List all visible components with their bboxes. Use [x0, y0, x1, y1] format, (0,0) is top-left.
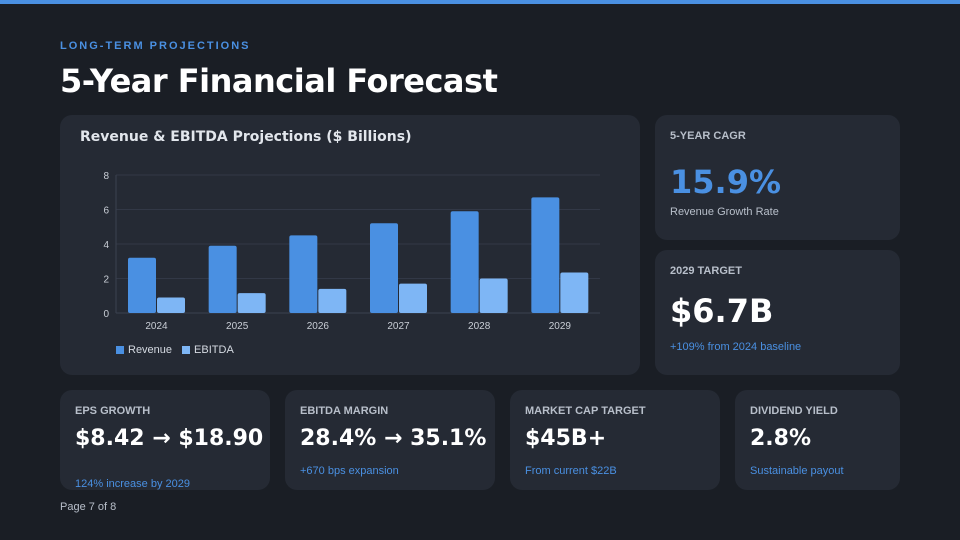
legend-swatch-ebitda: [182, 346, 191, 354]
bar-ebitda-2027: [399, 283, 427, 313]
top-accent-bar: [0, 0, 960, 4]
section-eyebrow: LONG-TERM PROJECTIONS: [60, 40, 251, 52]
metric-label: MARKET CAP TARGET: [525, 405, 646, 417]
y-tick-label: 4: [103, 240, 109, 251]
chart-card: 0 2 4 6 8 2024 2025 2026 2027 2028 2029 Revenue & …: [60, 115, 640, 375]
metric-card-dividend: DIVIDEND YIELD 2.8% Sustainable payout: [735, 390, 900, 490]
metric-card-ebitda-margin: EBITDA MARGIN 28.4% → 35.1% +670 bps exp…: [285, 390, 495, 490]
metric-label: DIVIDEND YIELD: [750, 405, 838, 417]
x-tick-label: 2029: [549, 321, 572, 332]
bar-ebitda-2029: [560, 272, 589, 313]
target-label: 2029 TARGET: [670, 265, 742, 277]
x-tick-label: 2027: [387, 321, 410, 332]
page-number: Page 7 of 8: [60, 501, 117, 513]
y-tick-label: 6: [103, 206, 109, 217]
y-tick-label: 2: [103, 275, 109, 286]
bar-revenue-2029: [531, 197, 560, 313]
bar-revenue-2024: [128, 257, 156, 313]
bar-revenue-2025: [208, 245, 237, 313]
bar-ebitda-2025: [237, 293, 266, 313]
x-tick-label: 2026: [307, 321, 330, 332]
cagr-label: 5-YEAR CAGR: [670, 130, 746, 142]
bar-revenue-2028: [450, 211, 479, 313]
revenue-ebitda-chart: 0 2 4 6 8 2024 2025 2026 2027 2028 2029: [103, 171, 600, 332]
bar-ebitda-2024: [157, 297, 185, 313]
metric-value: 28.4% → 35.1%: [300, 426, 487, 451]
metric-value: 2.8%: [750, 426, 812, 451]
bar-revenue-2027: [370, 223, 398, 313]
legend-label-ebitda: EBITDA: [194, 344, 234, 356]
x-tick-label: 2024: [145, 321, 168, 332]
chart-title: Revenue & EBITDA Projections ($ Billions…: [80, 129, 412, 145]
cagr-sub: Revenue Growth Rate: [670, 206, 779, 218]
target-card: 2029 TARGET $6.7B +109% from 2024 baseli…: [655, 250, 900, 375]
legend-item-revenue: Revenue: [116, 344, 172, 356]
metric-label: EBITDA MARGIN: [300, 405, 389, 417]
x-tick-label: 2025: [226, 321, 249, 332]
metric-sub: 124% increase by 2029: [75, 478, 190, 490]
target-sub: +109% from 2024 baseline: [670, 341, 802, 353]
metric-card-market-cap: MARKET CAP TARGET $45B+ From current $22…: [510, 390, 720, 490]
cagr-value: 15.9%: [670, 163, 782, 201]
page-title: 5-Year Financial Forecast: [60, 62, 498, 100]
legend-label-revenue: Revenue: [128, 344, 173, 356]
metric-sub: +670 bps expansion: [300, 465, 399, 477]
metric-sub: Sustainable payout: [750, 465, 844, 477]
y-tick-label: 8: [103, 171, 109, 182]
metric-label: EPS GROWTH: [75, 405, 151, 417]
metric-sub: From current $22B: [525, 465, 617, 477]
metric-card-eps: EPS GROWTH $8.42 → $18.90 124% increase …: [60, 390, 270, 490]
y-tick-label: 0: [103, 309, 109, 320]
metric-value: $8.42 → $18.90: [75, 426, 264, 451]
bar-ebitda-2028: [479, 278, 508, 313]
metric-value: $45B+: [525, 426, 607, 451]
bar-revenue-2026: [289, 235, 318, 313]
target-value: $6.7B: [670, 292, 774, 330]
cagr-card: 5-YEAR CAGR 15.9% Revenue Growth Rate: [655, 115, 900, 240]
chart-legend: Revenue EBITDA: [116, 344, 234, 356]
bar-ebitda-2026: [318, 288, 347, 313]
legend-swatch-revenue: [116, 346, 124, 354]
x-tick-label: 2028: [468, 321, 491, 332]
legend-item-ebitda: EBITDA: [182, 344, 234, 356]
